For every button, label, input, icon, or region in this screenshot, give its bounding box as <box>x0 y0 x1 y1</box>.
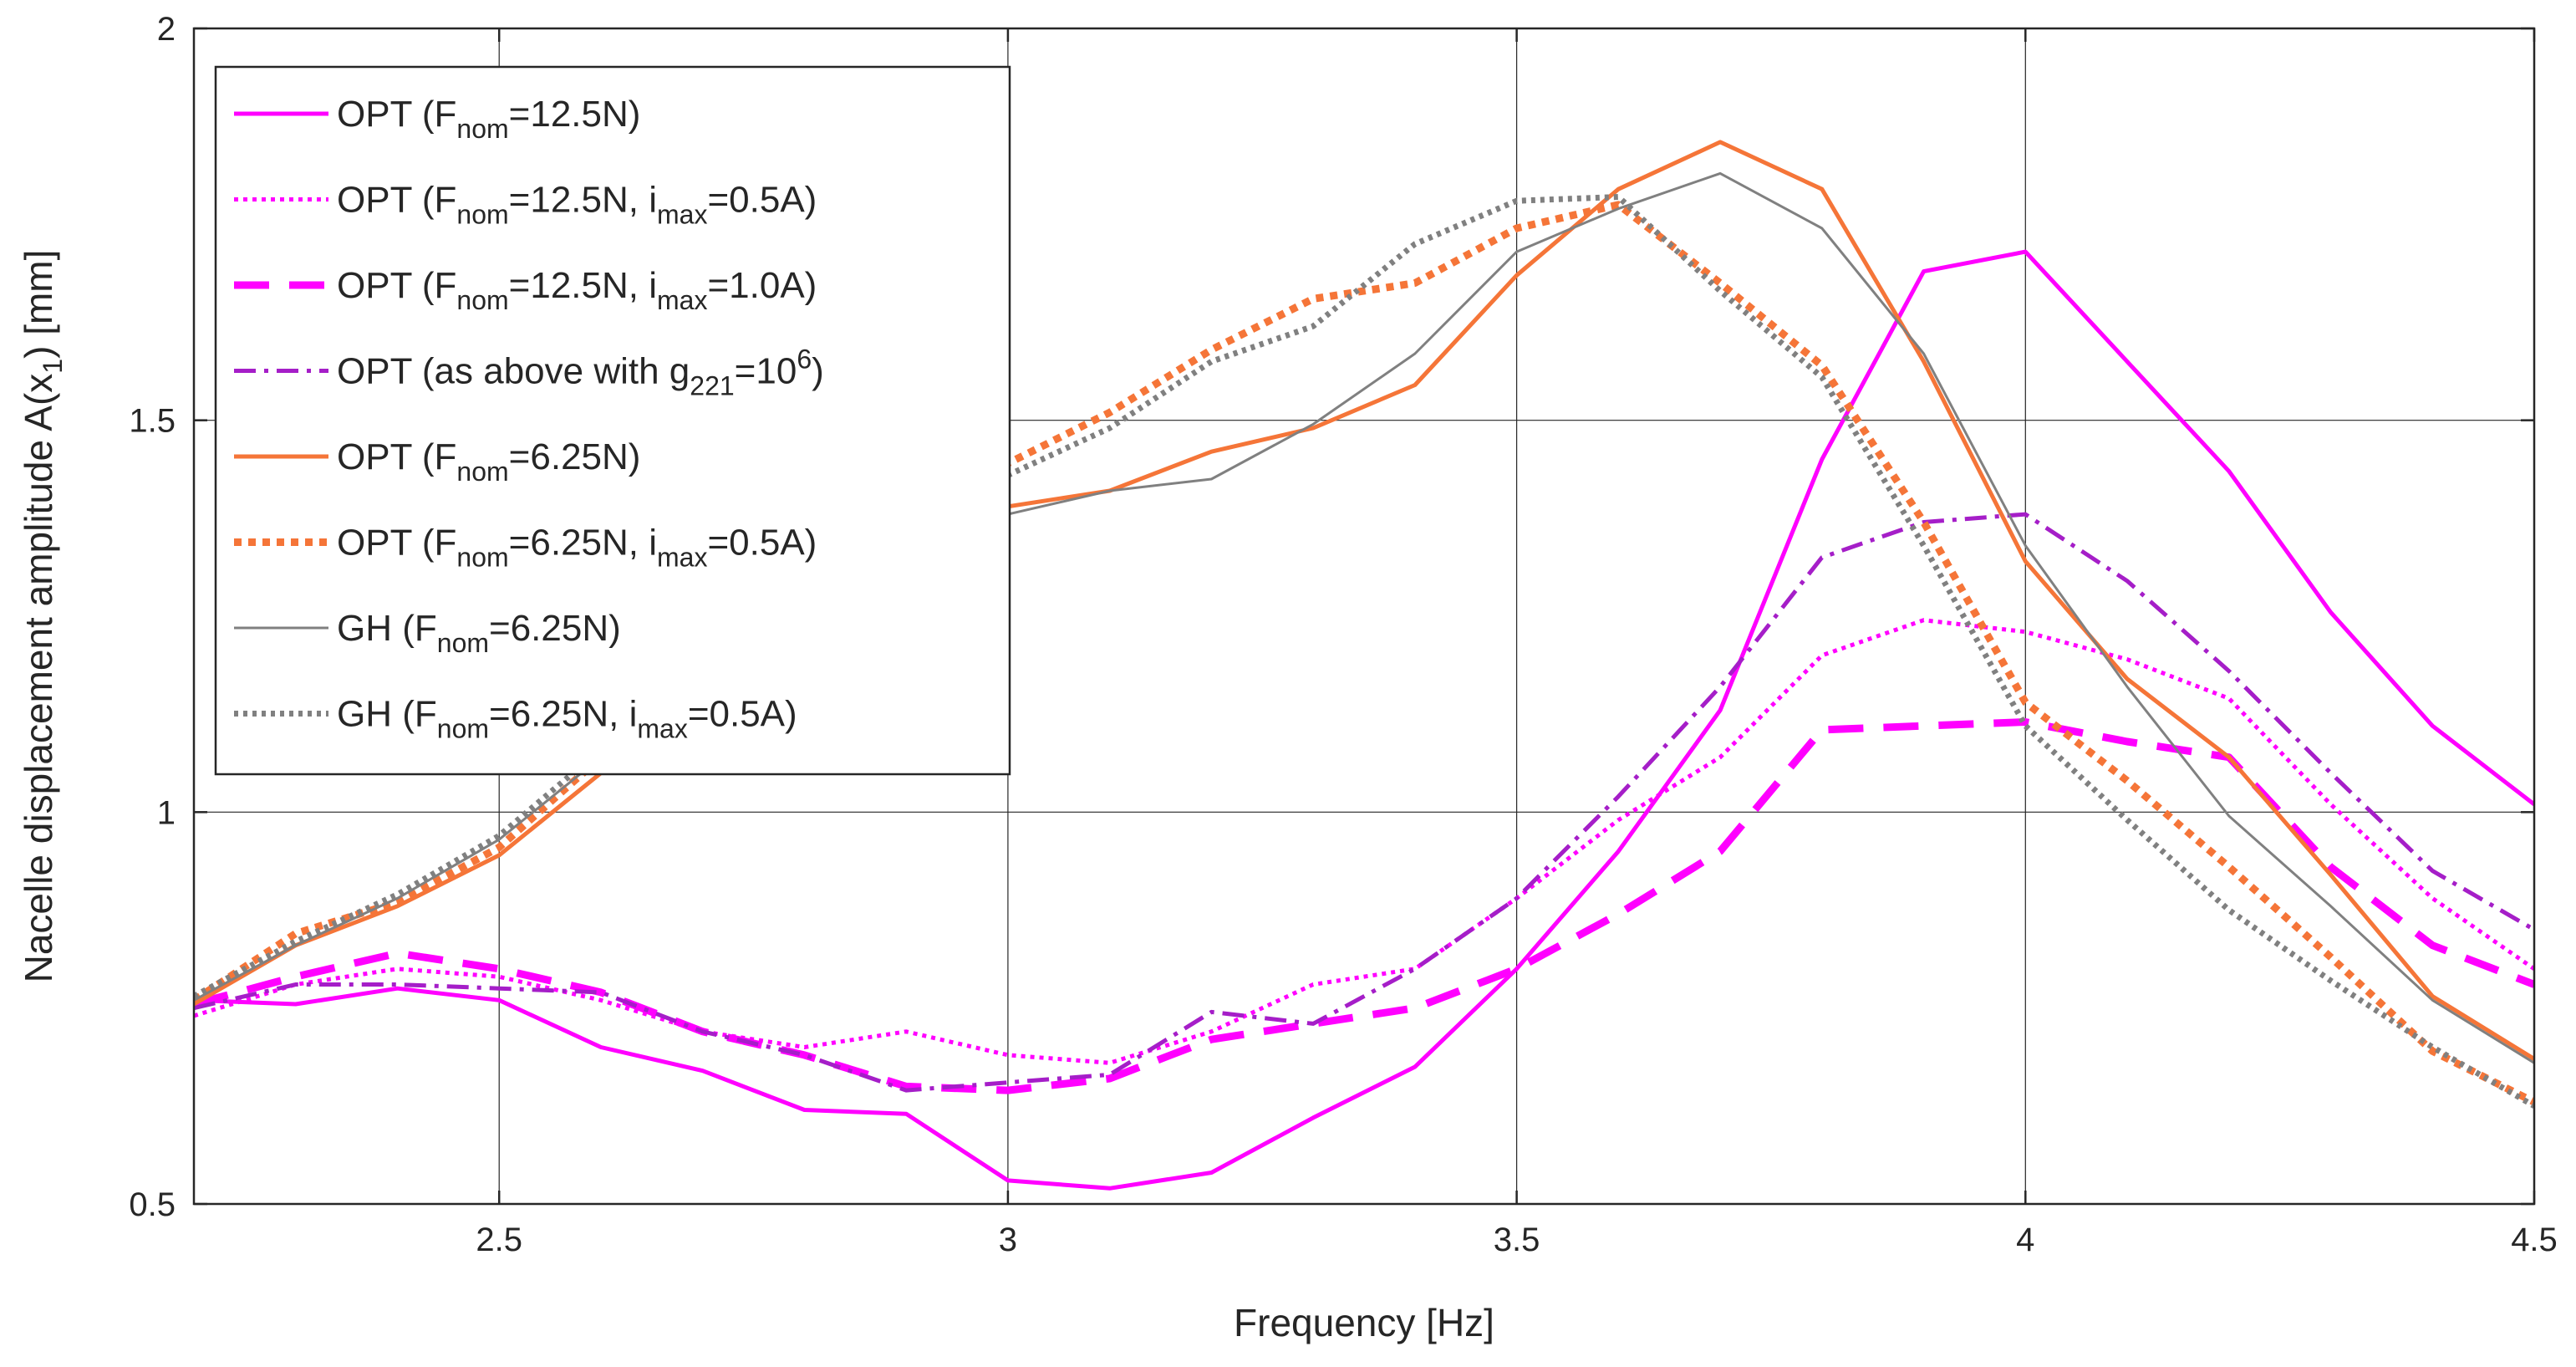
legend-label: OPT (Fnom=6.25N) <box>337 436 640 487</box>
legend-label-part: =12.5N) <box>509 94 641 135</box>
legend-label: OPT (as above with g221=106) <box>337 344 824 401</box>
legend-label-part: max <box>657 200 707 230</box>
legend-label-part: ) <box>812 351 824 392</box>
x-tick-label: 3.5 <box>1494 1222 1540 1258</box>
legend-entry: OPT (Fnom=6.25N, imax=0.5A) <box>234 523 817 573</box>
series-line-4 <box>194 512 2534 1093</box>
legend-label-part: =10 <box>735 351 797 392</box>
y-axis-label: Nacelle displacement amplitude A(x1) [mm… <box>17 250 68 983</box>
x-tick-label: 3 <box>999 1222 1017 1258</box>
legend-label: OPT (Fnom=6.25N, imax=0.5A) <box>337 523 817 573</box>
legend-label-part: =0.5A) <box>707 180 817 221</box>
legend-entry: OPT (Fnom=12.5N, imax=1.0A) <box>234 265 817 315</box>
legend-label-part: OPT (F <box>337 265 456 306</box>
series-line-3 <box>194 718 2534 1094</box>
legend-label-part: max <box>657 543 707 573</box>
series-line-8 <box>194 194 2534 1109</box>
legend-label-part: nom <box>456 285 508 315</box>
legend-entry: OPT (Fnom=6.25N) <box>234 436 640 487</box>
legend-label-part: =6.25N, i <box>509 523 657 564</box>
x-axis-label: Frequency [Hz] <box>1234 1301 1494 1344</box>
y-axis-label-end: ) [mm] <box>17 250 60 359</box>
legend-label-part: GH (F <box>337 608 437 649</box>
legend-label-part: =6.25N) <box>509 436 641 477</box>
series-line-2 <box>194 618 2534 1065</box>
legend-label-part: =0.5A) <box>707 523 817 564</box>
x-tick-label: 4 <box>2016 1222 2034 1258</box>
y-axis-label-main: Nacelle displacement amplitude A(x <box>17 374 60 983</box>
legend-entry: GH (Fnom=6.25N, imax=0.5A) <box>234 694 797 744</box>
legend-label: OPT (Fnom=12.5N) <box>337 94 640 144</box>
series-line-5 <box>194 140 2534 1061</box>
series-line-1 <box>194 249 2534 1191</box>
legend-label-part: OPT (F <box>337 180 456 221</box>
x-tick-label: 2.5 <box>476 1222 522 1258</box>
y-axis-label-subscript: 1 <box>38 359 68 374</box>
legend-label-part: OPT (F <box>337 436 456 477</box>
legend-entry: OPT (Fnom=12.5N, imax=0.5A) <box>234 180 817 230</box>
legend-label-part: nom <box>437 714 489 744</box>
legend-label-part: OPT (F <box>337 94 456 135</box>
legend-label-part: 6 <box>797 344 812 375</box>
legend-label-part: nom <box>456 543 508 573</box>
y-tick-label: 2 <box>157 11 176 48</box>
y-tick-label: 1.5 <box>129 403 176 440</box>
legend-label: OPT (Fnom=12.5N, imax=0.5A) <box>337 180 817 230</box>
legend-label-part: =12.5N, i <box>509 265 657 306</box>
legend-label-part: nom <box>456 114 508 144</box>
legend-label-part: =12.5N, i <box>509 180 657 221</box>
legend-label-part: =0.5A) <box>688 694 797 735</box>
legend-entry: OPT (Fnom=12.5N) <box>234 94 640 144</box>
legend-label-part: max <box>637 714 687 744</box>
legend-label-part: nom <box>456 457 508 487</box>
legend-label-part: =6.25N) <box>489 608 621 649</box>
legend-label-part: =1.0A) <box>707 265 817 306</box>
legend-label-part: 221 <box>690 371 734 401</box>
legend-label: OPT (Fnom=12.5N, imax=1.0A) <box>337 265 817 315</box>
legend-label-part: OPT (F <box>337 523 456 564</box>
legend-label-part: =6.25N, i <box>489 694 637 735</box>
legend: OPT (Fnom=12.5N)OPT (Fnom=12.5N, imax=0.… <box>214 65 1011 776</box>
y-tick-label: 1 <box>157 794 176 831</box>
legend-label-part: nom <box>437 628 489 658</box>
legend-box <box>214 65 1011 776</box>
legend-label-part: GH (F <box>337 694 437 735</box>
ticks: 2.5 3 3.5 4 4.5 0.5 1 1.5 2 <box>129 11 2557 1258</box>
legend-label-part: max <box>657 285 707 315</box>
legend-entry: OPT (as above with g221=106) <box>234 344 824 401</box>
legend-label: GH (Fnom=6.25N, imax=0.5A) <box>337 694 797 744</box>
legend-label-part: OPT (as above with g <box>337 351 690 392</box>
x-tick-label: 4.5 <box>2511 1222 2558 1258</box>
legend-entry: GH (Fnom=6.25N) <box>234 608 621 658</box>
legend-label: GH (Fnom=6.25N) <box>337 608 621 658</box>
legend-label-part: nom <box>456 200 508 230</box>
plot-frame <box>192 27 2536 1206</box>
y-tick-label: 0.5 <box>129 1186 176 1223</box>
